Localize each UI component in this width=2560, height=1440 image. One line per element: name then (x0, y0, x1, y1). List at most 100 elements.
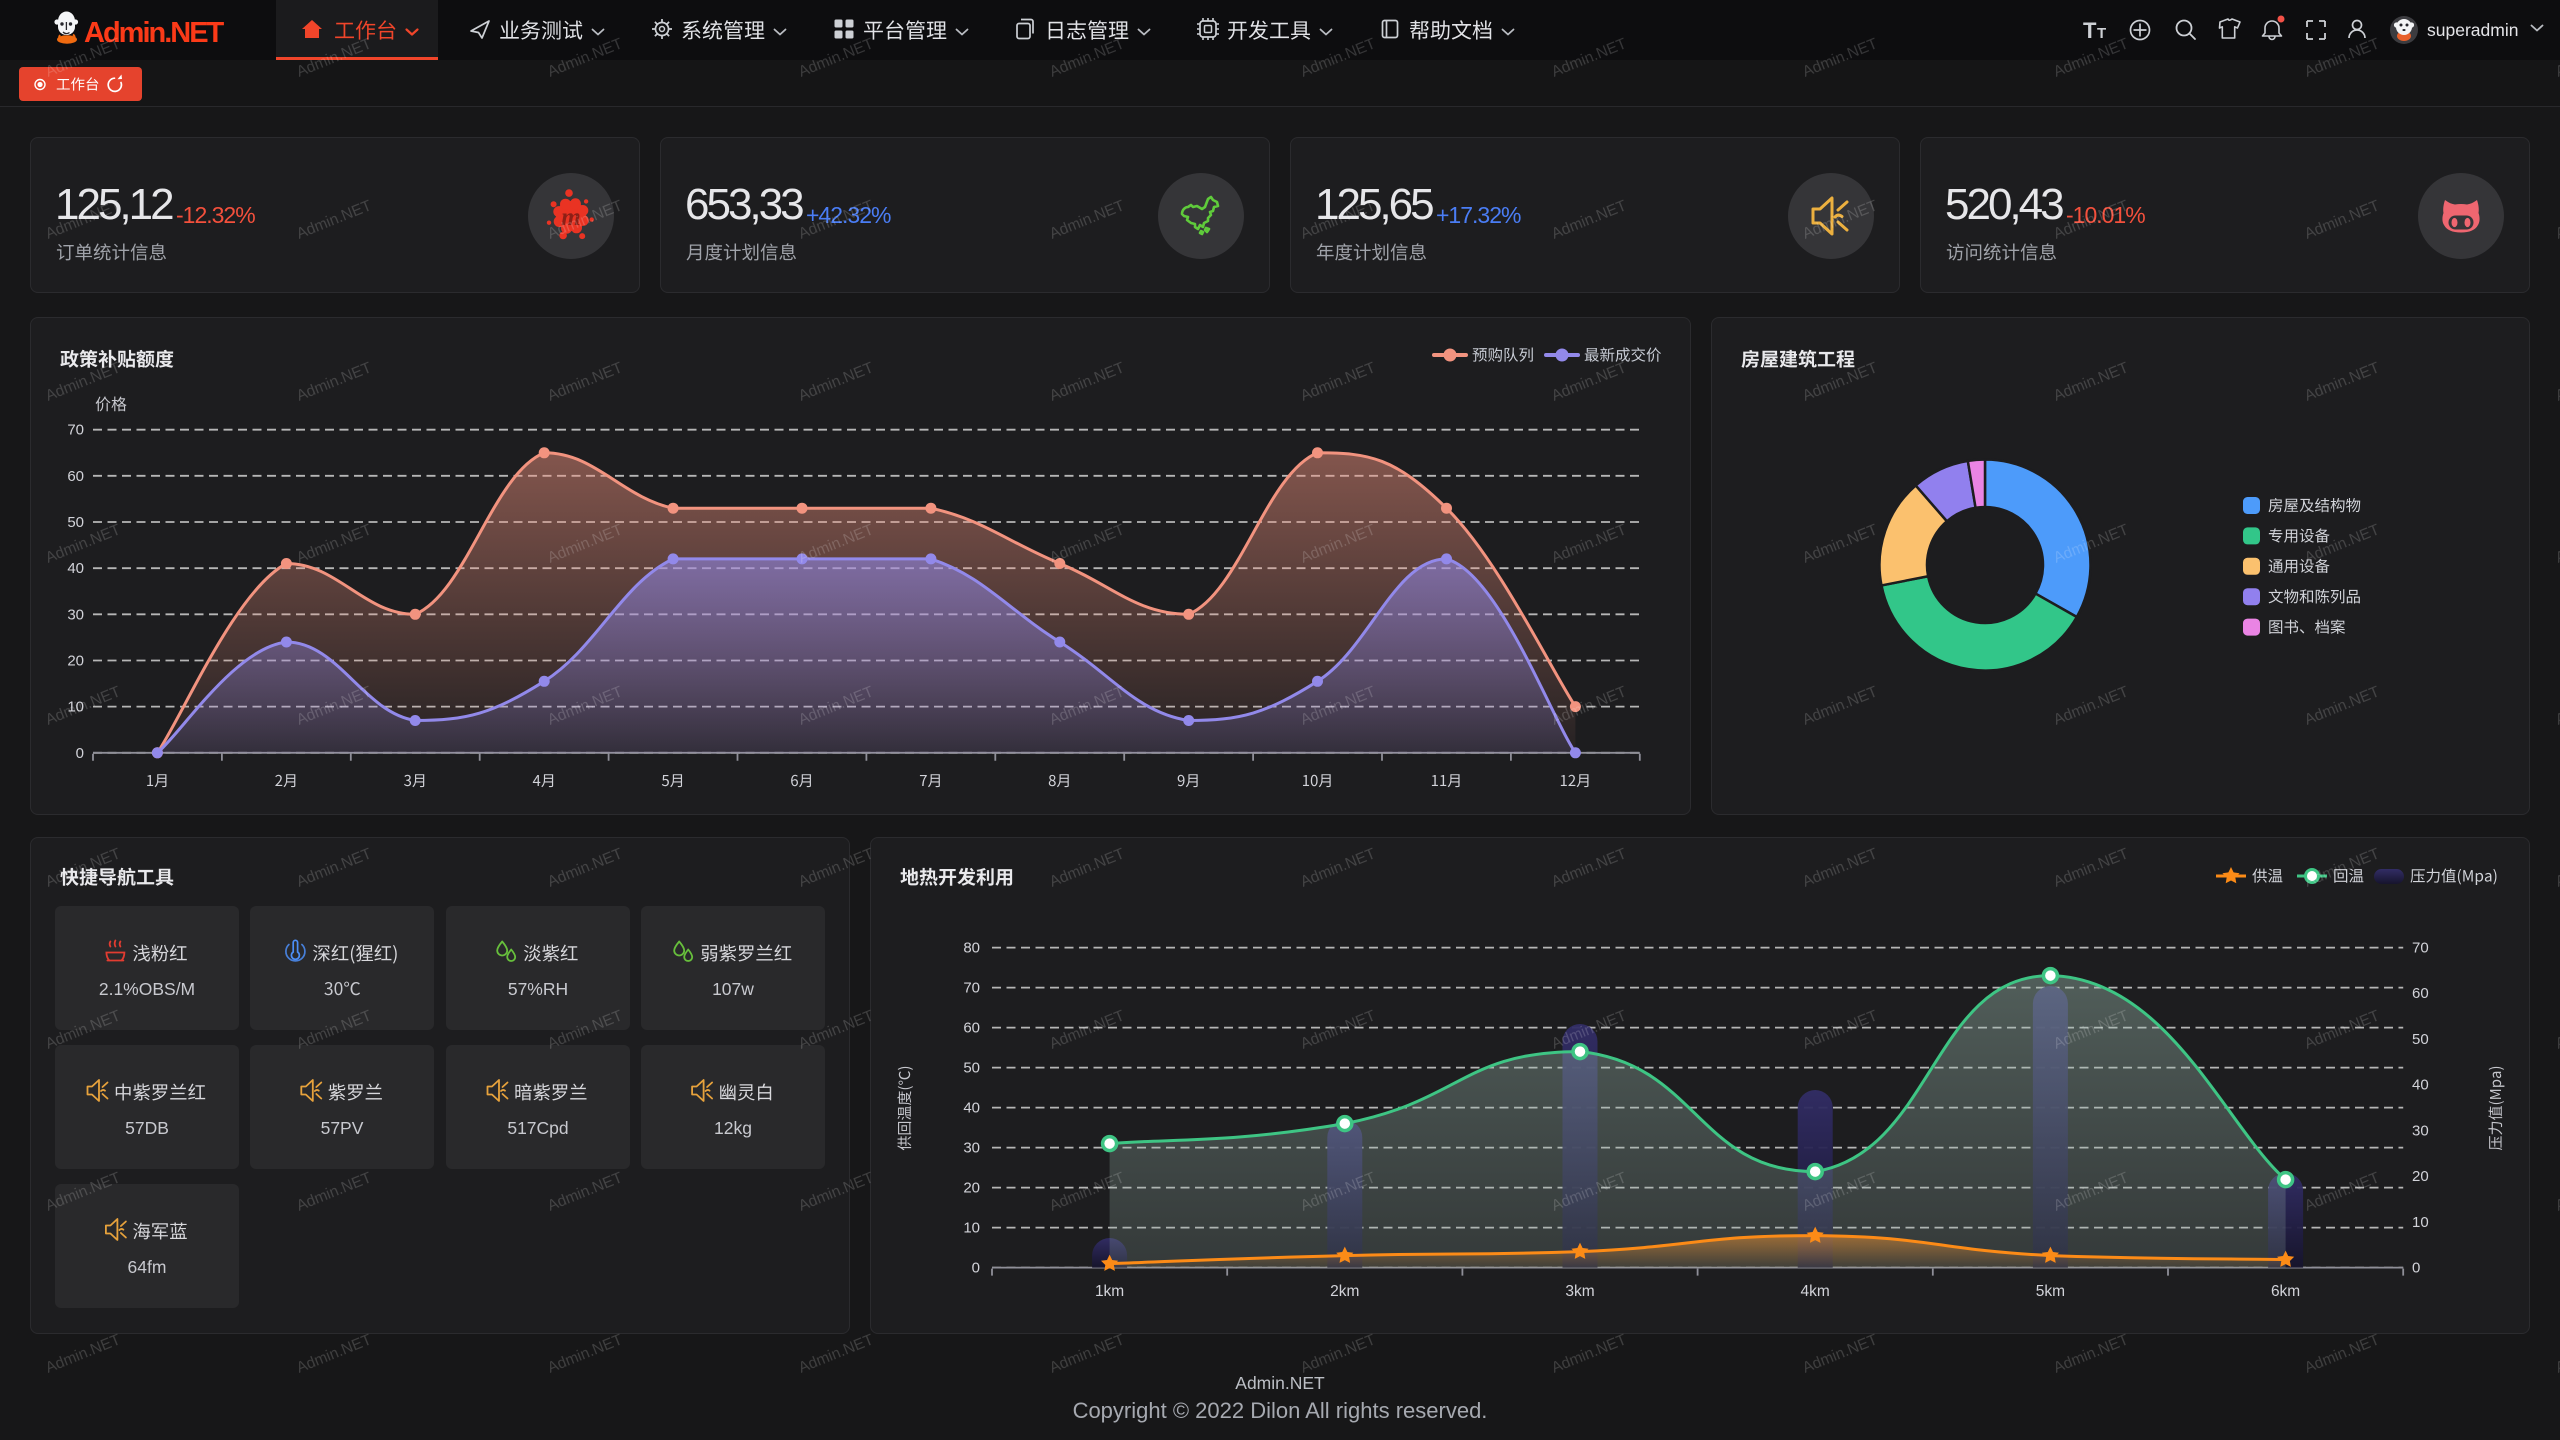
svg-text:Admin.NET: Admin.NET (43, 35, 123, 81)
svg-text:Admin.NET: Admin.NET (294, 1007, 374, 1053)
svg-text:Admin.NET: Admin.NET (1047, 1007, 1127, 1053)
svg-text:Admin.NET: Admin.NET (1047, 1331, 1127, 1377)
svg-text:Admin.NET: Admin.NET (294, 359, 374, 405)
svg-text:Admin.NET: Admin.NET (1800, 845, 1880, 891)
svg-text:Admin.NET: Admin.NET (1549, 197, 1629, 243)
svg-text:Admin.NET: Admin.NET (2051, 1331, 2131, 1377)
svg-text:40: 40 (963, 1100, 980, 1117)
svg-text:Admin.NET: Admin.NET (2553, 845, 2560, 891)
svg-text:Admin.NET: Admin.NET (545, 1169, 625, 1215)
svg-text:Admin.NET: Admin.NET (2553, 197, 2560, 243)
svg-text:Admin.NET: Admin.NET (2302, 1169, 2382, 1215)
svg-text:Admin.NET: Admin.NET (294, 35, 374, 81)
svg-text:Admin.NET: Admin.NET (545, 35, 625, 81)
svg-text:0: 0 (972, 1260, 980, 1277)
svg-text:Admin.NET: Admin.NET (294, 845, 374, 891)
svg-text:60: 60 (963, 1020, 980, 1037)
svg-text:Admin.NET: Admin.NET (1047, 521, 1127, 567)
svg-text:Admin.NET: Admin.NET (1047, 359, 1127, 405)
svg-text:Admin.NET: Admin.NET (43, 1169, 123, 1215)
svg-text:Admin.NET: Admin.NET (796, 35, 876, 81)
svg-text:Admin.NET: Admin.NET (1298, 197, 1378, 243)
svg-text:0: 0 (76, 745, 84, 762)
svg-text:Admin.NET: Admin.NET (2553, 1331, 2560, 1377)
svg-text:Admin.NET: Admin.NET (294, 1331, 374, 1377)
svg-text:Admin.NET: Admin.NET (545, 359, 625, 405)
svg-text:4km: 4km (1801, 1283, 1830, 1300)
svg-text:Admin.NET: Admin.NET (1549, 845, 1629, 891)
svg-text:Admin.NET: Admin.NET (1298, 359, 1378, 405)
svg-text:Admin.NET: Admin.NET (43, 1331, 123, 1377)
svg-text:Admin.NET: Admin.NET (2553, 1007, 2560, 1053)
svg-text:Admin.NET: Admin.NET (2302, 359, 2382, 405)
svg-text:Admin.NET: Admin.NET (2302, 1331, 2382, 1377)
svg-text:Admin.NET: Admin.NET (2051, 359, 2131, 405)
svg-text:Admin.NET: Admin.NET (796, 1007, 876, 1053)
svg-text:70: 70 (2412, 940, 2429, 957)
svg-text:60: 60 (67, 468, 84, 485)
svg-text:50: 50 (963, 1060, 980, 1077)
svg-text:40: 40 (67, 560, 84, 577)
svg-text:1km: 1km (1095, 1283, 1124, 1300)
svg-text:Admin.NET: Admin.NET (545, 845, 625, 891)
svg-text:Admin.NET: Admin.NET (796, 1331, 876, 1377)
svg-text:Admin.NET: Admin.NET (43, 197, 123, 243)
svg-text:Admin.NET: Admin.NET (2302, 683, 2382, 729)
svg-text:30: 30 (2412, 1122, 2429, 1139)
svg-text:Admin.NET: Admin.NET (2051, 197, 2131, 243)
svg-text:Admin.NET: Admin.NET (796, 845, 876, 891)
svg-text:10: 10 (963, 1220, 980, 1237)
svg-text:Admin.NET: Admin.NET (1047, 35, 1127, 81)
svg-text:40: 40 (2412, 1077, 2429, 1094)
svg-text:Admin.NET: Admin.NET (2302, 521, 2382, 567)
svg-text:Admin.NET: Admin.NET (545, 1007, 625, 1053)
svg-text:50: 50 (67, 514, 84, 531)
svg-text:Admin.NET: Admin.NET (1047, 845, 1127, 891)
svg-text:Admin.NET: Admin.NET (796, 1169, 876, 1215)
svg-text:70: 70 (67, 422, 84, 439)
svg-text:Admin.NET: Admin.NET (2553, 683, 2560, 729)
svg-text:6km: 6km (2271, 1283, 2300, 1300)
svg-text:3km: 3km (1565, 1283, 1594, 1300)
svg-text:Admin.NET: Admin.NET (1298, 845, 1378, 891)
svg-text:Admin.NET: Admin.NET (294, 521, 374, 567)
svg-text:50: 50 (2412, 1031, 2429, 1048)
svg-text:20: 20 (67, 653, 84, 670)
svg-text:Admin.NET: Admin.NET (1549, 359, 1629, 405)
svg-text:m: m (561, 204, 580, 231)
svg-text:Admin.NET: Admin.NET (1549, 35, 1629, 81)
svg-text:10: 10 (2412, 1214, 2429, 1231)
svg-text:Admin.NET: Admin.NET (2302, 845, 2382, 891)
svg-text:Admin.NET: Admin.NET (2553, 35, 2560, 81)
svg-text:Admin.NET: Admin.NET (1298, 35, 1378, 81)
svg-text:Admin.NET: Admin.NET (1800, 35, 1880, 81)
svg-text:70: 70 (963, 980, 980, 997)
svg-text:Admin.NET: Admin.NET (1549, 521, 1629, 567)
svg-text:30: 30 (963, 1140, 980, 1157)
svg-text:Admin.NET: Admin.NET (2051, 845, 2131, 891)
svg-text:2km: 2km (1330, 1283, 1359, 1300)
svg-text:Admin.NET: Admin.NET (2302, 35, 2382, 81)
svg-text:Admin.NET: Admin.NET (1800, 683, 1880, 729)
svg-text:Admin.NET: Admin.NET (1549, 1331, 1629, 1377)
svg-text:Admin.NET: Admin.NET (294, 197, 374, 243)
svg-text:Admin.NET: Admin.NET (2051, 683, 2131, 729)
svg-text:Admin.NET: Admin.NET (1298, 1007, 1378, 1053)
svg-text:10: 10 (67, 699, 84, 716)
svg-text:T: T (2097, 25, 2106, 42)
svg-text:Admin.NET: Admin.NET (796, 197, 876, 243)
svg-text:20: 20 (963, 1180, 980, 1197)
svg-text:0: 0 (2412, 1260, 2420, 1277)
svg-text:Admin.NET: Admin.NET (2302, 1007, 2382, 1053)
svg-text:Admin.NET: Admin.NET (1800, 521, 1880, 567)
svg-text:Admin.NET: Admin.NET (43, 1007, 123, 1053)
svg-text:Admin.NET: Admin.NET (1298, 1331, 1378, 1377)
svg-text:Admin.NET: Admin.NET (1047, 197, 1127, 243)
svg-text:20: 20 (2412, 1168, 2429, 1185)
svg-text:Admin.NET: Admin.NET (1800, 1007, 1880, 1053)
svg-text:Admin.NET: Admin.NET (294, 1169, 374, 1215)
svg-text:Admin.NET: Admin.NET (2553, 521, 2560, 567)
svg-text:Admin.NET: Admin.NET (1800, 1331, 1880, 1377)
svg-text:T: T (2083, 18, 2097, 43)
svg-text:Admin.NET: Admin.NET (545, 1331, 625, 1377)
